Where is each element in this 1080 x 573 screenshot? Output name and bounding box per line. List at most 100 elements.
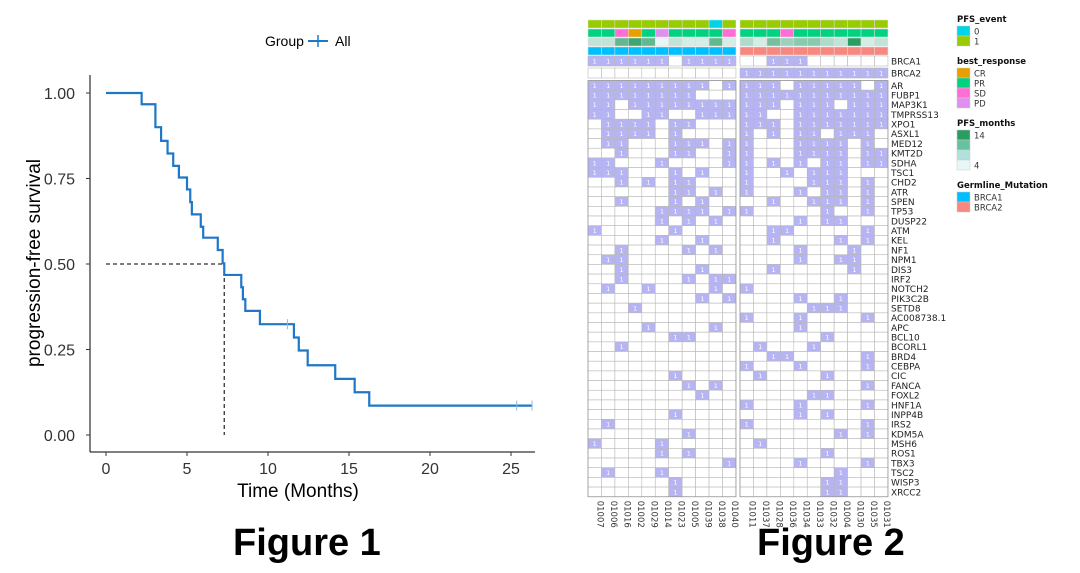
mutation-cell-value: 1 bbox=[879, 150, 883, 158]
empty-cell bbox=[833, 457, 848, 468]
empty-cell bbox=[780, 99, 795, 110]
mutation-cell-value: 1 bbox=[700, 82, 704, 90]
empty-cell bbox=[793, 167, 808, 178]
empty-cell bbox=[806, 55, 821, 67]
sample-label: 01028 bbox=[774, 501, 784, 528]
sample-label: 01038 bbox=[716, 501, 726, 528]
empty-cell bbox=[739, 55, 754, 67]
empty-cell bbox=[860, 167, 875, 178]
empty-cell bbox=[601, 428, 616, 439]
empty-cell bbox=[668, 360, 683, 372]
empty-cell bbox=[739, 322, 754, 333]
mutation-cell-value: 1 bbox=[812, 82, 816, 90]
mutation-cell-value: 1 bbox=[687, 246, 691, 254]
empty-cell bbox=[753, 360, 768, 372]
empty-cell bbox=[695, 312, 710, 323]
mutation-cell-value: 1 bbox=[745, 92, 749, 100]
empty-cell bbox=[766, 380, 781, 391]
empty-cell bbox=[766, 477, 781, 488]
annotation-cell-pfs-event bbox=[820, 19, 835, 29]
empty-cell bbox=[587, 235, 602, 246]
annotation-cell-germline-mutation bbox=[601, 46, 616, 56]
empty-cell bbox=[766, 206, 781, 217]
mutation-cell-value: 1 bbox=[866, 70, 870, 78]
mutation-cell-value: 1 bbox=[700, 140, 704, 148]
mutation-cell-value: 1 bbox=[714, 382, 718, 390]
mutation-cell-value: 1 bbox=[745, 179, 749, 187]
sample-label: 01040 bbox=[729, 501, 739, 528]
empty-cell bbox=[833, 55, 848, 67]
mutation-cell-value: 1 bbox=[660, 58, 664, 66]
empty-cell bbox=[641, 360, 656, 372]
mutation-cell-value: 1 bbox=[745, 401, 749, 409]
mutation-cell-value: 1 bbox=[745, 159, 749, 167]
gene-label: TP53 bbox=[890, 208, 913, 218]
y-tick-label: 0.50 bbox=[44, 257, 75, 274]
gene-label: SDHA bbox=[891, 159, 917, 169]
empty-cell bbox=[793, 341, 808, 352]
empty-cell bbox=[806, 486, 821, 498]
empty-cell bbox=[722, 177, 737, 188]
annotation-cell-pfs-months bbox=[820, 37, 835, 47]
empty-cell bbox=[753, 293, 768, 304]
mutation-cell-value: 1 bbox=[866, 188, 870, 196]
empty-cell bbox=[695, 428, 710, 439]
empty-cell bbox=[614, 389, 629, 401]
mutation-cell-value: 1 bbox=[852, 130, 856, 138]
mutation-cell-value: 1 bbox=[673, 121, 677, 129]
gene-label: IRS2 bbox=[891, 421, 911, 431]
empty-cell bbox=[753, 389, 768, 401]
mutation-cell-value: 1 bbox=[798, 324, 802, 332]
empty-cell bbox=[641, 467, 656, 478]
annotation-cell-germline-mutation bbox=[766, 46, 781, 56]
empty-cell bbox=[681, 399, 696, 410]
empty-cell bbox=[766, 215, 781, 227]
empty-cell bbox=[739, 370, 754, 381]
empty-cell bbox=[681, 341, 696, 352]
empty-cell bbox=[708, 428, 723, 439]
empty-cell bbox=[695, 273, 710, 285]
annotation-cell-germline-mutation bbox=[753, 46, 768, 56]
empty-cell bbox=[847, 283, 862, 294]
empty-cell bbox=[833, 360, 848, 372]
empty-cell bbox=[654, 486, 669, 498]
empty-cell bbox=[806, 351, 821, 362]
empty-cell bbox=[614, 206, 629, 217]
empty-cell bbox=[722, 196, 737, 207]
empty-cell bbox=[722, 283, 737, 294]
mutation-cell-value: 1 bbox=[593, 440, 597, 448]
mutation-cell-value: 1 bbox=[825, 169, 829, 177]
empty-cell bbox=[601, 331, 616, 343]
mutation-cell-value: 1 bbox=[866, 314, 870, 322]
mutation-cell-value: 1 bbox=[633, 130, 637, 138]
mutation-cell-value: 1 bbox=[714, 101, 718, 109]
empty-cell bbox=[614, 157, 629, 168]
empty-cell bbox=[654, 264, 669, 275]
annotation-cell-pfs-event bbox=[793, 19, 808, 29]
empty-cell bbox=[681, 409, 696, 420]
mutation-cell-value: 1 bbox=[745, 121, 749, 129]
empty-cell bbox=[860, 302, 875, 314]
empty-cell bbox=[708, 486, 723, 498]
mutation-cell-value: 1 bbox=[825, 70, 829, 78]
empty-cell bbox=[722, 244, 737, 256]
empty-cell bbox=[587, 457, 602, 468]
empty-cell bbox=[614, 215, 629, 227]
mutation-cell-value: 1 bbox=[839, 188, 843, 196]
empty-cell bbox=[806, 322, 821, 333]
empty-cell bbox=[601, 486, 616, 498]
empty-cell bbox=[806, 428, 821, 439]
empty-cell bbox=[780, 109, 795, 120]
empty-cell bbox=[681, 322, 696, 333]
y-tick-label: 1.00 bbox=[44, 86, 75, 103]
empty-cell bbox=[739, 225, 754, 236]
empty-cell bbox=[668, 293, 683, 304]
mutation-cell-value: 1 bbox=[646, 92, 650, 100]
empty-cell bbox=[739, 264, 754, 275]
empty-cell bbox=[820, 273, 835, 285]
mutation-cell-value: 1 bbox=[620, 58, 624, 66]
mutation-cell-value: 1 bbox=[714, 111, 718, 119]
empty-cell bbox=[766, 109, 781, 120]
empty-cell bbox=[722, 341, 737, 352]
empty-cell bbox=[681, 477, 696, 488]
